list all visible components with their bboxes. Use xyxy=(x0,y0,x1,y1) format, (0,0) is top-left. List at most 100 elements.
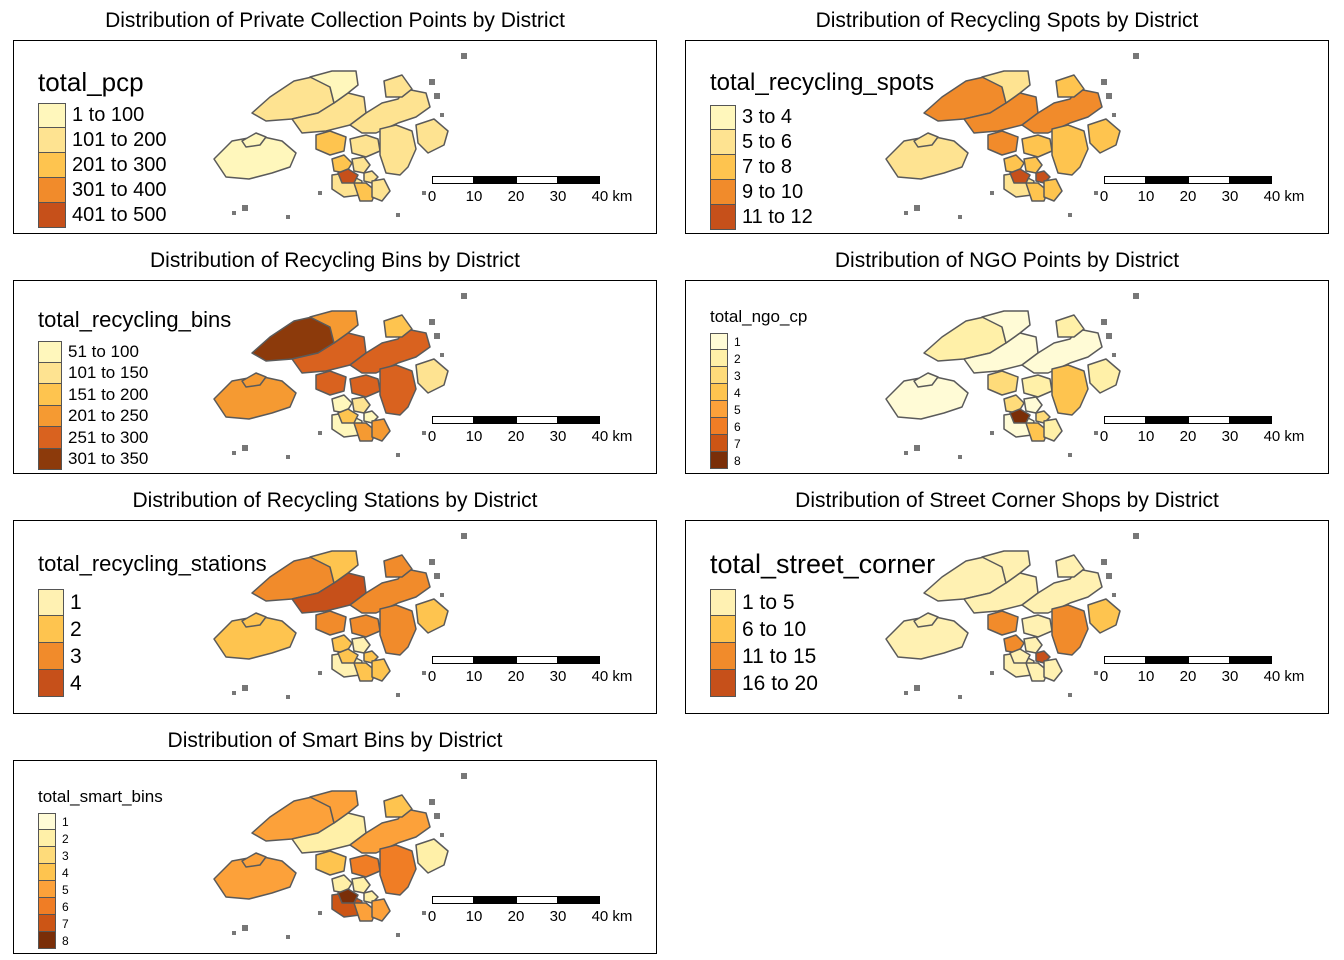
legend-item: 201 to 300 xyxy=(38,153,167,178)
islet-mark xyxy=(429,79,435,85)
legend-title: total_recycling_stations xyxy=(38,551,267,576)
legend-item: 8 xyxy=(710,452,807,469)
scale-bar: 0 10 20 30 40 km xyxy=(428,416,642,448)
legend-label: 401 to 500 xyxy=(72,204,167,226)
islet-mark xyxy=(1112,593,1116,597)
district-polygon xyxy=(371,898,391,922)
islet-mark xyxy=(318,671,322,675)
district-polygon xyxy=(241,132,267,148)
panel-title: Distribution of Street Corner Shops by D… xyxy=(795,489,1219,512)
legend-swatch xyxy=(710,452,728,469)
district-polygon xyxy=(331,874,353,894)
scale-bar-label: 30 xyxy=(1221,188,1239,205)
scale-bar-label: 0 xyxy=(427,908,437,925)
district-polygon xyxy=(371,178,391,202)
scale-bar-segment xyxy=(1104,656,1146,664)
legend-item: 5 to 6 xyxy=(710,130,934,155)
district-polygon xyxy=(1087,118,1121,154)
district-polygon xyxy=(1043,418,1063,442)
district-polygon xyxy=(981,550,1031,584)
scale-bar-label: 0 xyxy=(427,668,437,685)
panel-title: Distribution of Private Collection Point… xyxy=(105,9,565,32)
legend-swatch xyxy=(710,670,736,697)
legend-item: 1 to 5 xyxy=(710,589,935,616)
islet-mark xyxy=(1112,353,1116,357)
islet-mark xyxy=(1133,533,1139,539)
district-polygon xyxy=(315,850,347,876)
scale-bar-segment xyxy=(1188,176,1230,184)
district-polygon xyxy=(349,614,381,638)
legend-swatch xyxy=(710,384,728,401)
district-polygon xyxy=(963,572,1039,614)
islet-mark xyxy=(461,773,467,779)
legend-title: total_smart_bins xyxy=(38,787,163,806)
district-polygon xyxy=(337,168,359,184)
scale-bar-segment xyxy=(558,656,600,664)
map-panel-smart: total_smart_bins 1 2 3 4 5 6 7 8 0 10 20 30 40 km xyxy=(13,760,657,954)
scale-bar-segment xyxy=(1146,176,1188,184)
islet-mark xyxy=(1094,671,1098,675)
legend-label: 201 to 250 xyxy=(68,406,149,426)
legend-swatch xyxy=(710,589,736,616)
islet-mark xyxy=(434,573,440,579)
district-polygon xyxy=(1051,124,1089,176)
legend-item: 1 xyxy=(710,333,807,350)
islet-mark xyxy=(429,799,435,805)
scale-bar-label: 10 xyxy=(465,668,483,685)
islet-mark xyxy=(232,691,236,695)
legend-swatch xyxy=(38,178,66,203)
scale-bar-label: 0 xyxy=(427,428,437,445)
district-map xyxy=(885,293,1139,459)
islet-mark xyxy=(429,559,435,565)
islet-mark xyxy=(1068,453,1072,457)
legend-swatch xyxy=(38,616,64,643)
district-polygon xyxy=(315,370,347,396)
district-polygon xyxy=(331,394,353,414)
legend-item: 3 to 4 xyxy=(710,105,934,130)
panel-title: Distribution of Recycling Bins by Distri… xyxy=(150,249,520,272)
legend-label: 5 xyxy=(734,402,741,417)
district-polygon xyxy=(1003,394,1025,414)
islet-mark xyxy=(242,205,248,211)
legend-swatch xyxy=(38,153,66,178)
district-polygon xyxy=(1009,168,1031,184)
district-map xyxy=(885,53,1139,219)
district-polygon xyxy=(1055,74,1085,98)
district-polygon xyxy=(913,372,939,388)
legend-item: 11 to 15 xyxy=(710,643,935,670)
islet-mark xyxy=(1106,93,1112,99)
district-polygon xyxy=(309,790,359,824)
islet-mark xyxy=(904,451,908,455)
islet-mark xyxy=(318,431,322,435)
panel-title: Distribution of Recycling Stations by Di… xyxy=(132,489,538,512)
legend-item: 251 to 300 xyxy=(38,427,231,449)
scale-bar-label: 20 xyxy=(507,908,525,925)
legend-swatch xyxy=(38,864,56,881)
map-legend: total_street_corner 1 to 5 6 to 10 11 to 15… xyxy=(710,549,935,697)
legend-item: 2 xyxy=(38,616,267,643)
district-polygon xyxy=(379,124,417,176)
map-panel-stations: total_recycling_stations 1 2 3 4 0 10 20 30 40 km xyxy=(13,520,657,714)
district-polygon xyxy=(309,70,359,104)
scale-bar-segment xyxy=(1188,416,1230,424)
scale-bar-label: 20 xyxy=(1179,428,1197,445)
legend-item: 8 xyxy=(38,932,163,949)
scale-bar-segment xyxy=(474,416,516,424)
scale-bar-label: 0 xyxy=(1099,668,1109,685)
islet-mark xyxy=(242,445,248,451)
legend-label: 201 to 300 xyxy=(72,154,167,176)
legend-swatch xyxy=(710,616,736,643)
legend-title: total_recycling_spots xyxy=(710,69,935,96)
legend-label: 11 to 15 xyxy=(742,644,817,668)
scale-bar-label: 20 xyxy=(1179,188,1197,205)
district-polygon xyxy=(337,648,359,664)
legend-label: 5 to 6 xyxy=(742,131,793,153)
islet-mark xyxy=(318,191,322,195)
district-polygon xyxy=(383,554,413,578)
district-map xyxy=(213,773,467,939)
scale-bar-segment xyxy=(1230,176,1272,184)
district-polygon xyxy=(241,372,267,388)
legend-item: 401 to 500 xyxy=(38,203,167,228)
district-polygon xyxy=(981,70,1031,104)
district-polygon xyxy=(315,130,347,156)
